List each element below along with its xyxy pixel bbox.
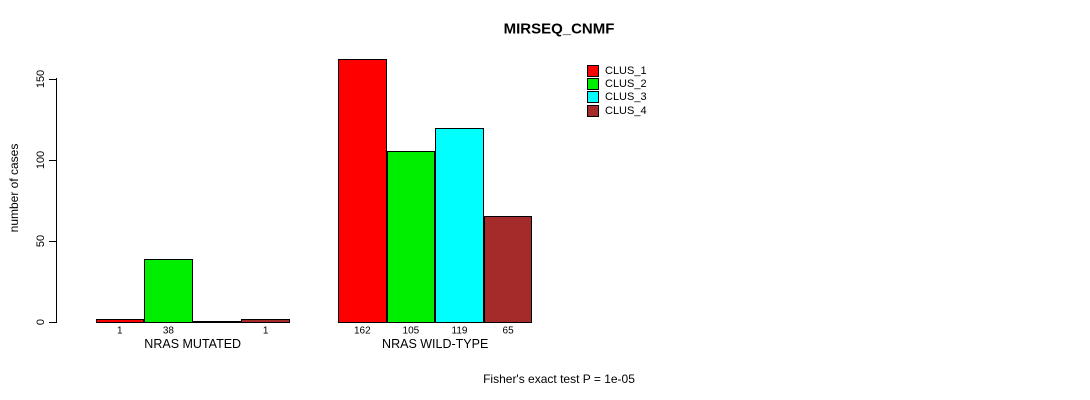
- bar-value-label: 162: [353, 325, 371, 337]
- bar-clus-3-nras-wild-type: [435, 128, 484, 323]
- legend-label: CLUS_3: [605, 91, 647, 104]
- bar-value-label: 119: [451, 325, 468, 337]
- legend-swatch-clus-3: [587, 91, 599, 104]
- y-tick-mark: [49, 240, 56, 242]
- bar-value-label: 1: [117, 325, 123, 337]
- legend-item-clus-1: CLUS_1: [587, 64, 647, 77]
- bar-clus-1-nras-wild-type: [338, 58, 387, 323]
- y-axis-title: number of cases: [7, 143, 21, 233]
- bar-value-label: 38: [162, 325, 174, 337]
- bar-clus-1-nras-mutated: [95, 319, 145, 323]
- bar-clus-4-nras-wild-type: [483, 215, 533, 323]
- y-tick-label: 100: [35, 150, 47, 170]
- legend-item-clus-2: CLUS_2: [587, 77, 647, 91]
- legend-swatch-clus-4: [587, 104, 599, 117]
- y-axis-line: [56, 78, 57, 323]
- y-tick-mark: [49, 78, 56, 80]
- bar-value-label: 1: [262, 325, 269, 337]
- x-group-label-nras-mutated: NRAS MUTATED: [144, 337, 242, 351]
- bar-clus-4-nras-mutated: [241, 319, 290, 323]
- legend-swatch-clus-2: [587, 78, 599, 91]
- bar-value-label: 105: [402, 325, 420, 337]
- legend-item-clus-4: CLUS_4: [587, 104, 647, 117]
- bar-clus-2-nras-mutated: [144, 259, 193, 323]
- y-tick-label: 150: [35, 69, 47, 89]
- legend-label: CLUS_1: [605, 64, 647, 77]
- y-tick-mark: [49, 321, 56, 323]
- legend-label: CLUS_2: [605, 78, 647, 91]
- y-tick-label: 0: [35, 318, 47, 326]
- y-tick-mark: [49, 159, 56, 161]
- chart-title: MIRSEQ_CNMF: [503, 20, 615, 38]
- bar-clus-2-nras-wild-type: [386, 150, 436, 323]
- bar-value-label: 65: [502, 325, 514, 337]
- legend-label: CLUS_4: [605, 104, 647, 117]
- legend-swatch-clus-1: [587, 64, 599, 77]
- x-group-label-nras-wild-type: NRAS WILD-TYPE: [382, 337, 489, 351]
- legend: CLUS_1 CLUS_2 CLUS_3 CLUS_4: [587, 64, 647, 118]
- legend-item-clus-3: CLUS_3: [587, 91, 647, 104]
- fisher-test-annotation: Fisher's exact test P = 1e-05: [483, 372, 635, 386]
- bar-clus-3-nras-mutated: [192, 321, 242, 323]
- y-tick-label: 50: [35, 234, 47, 248]
